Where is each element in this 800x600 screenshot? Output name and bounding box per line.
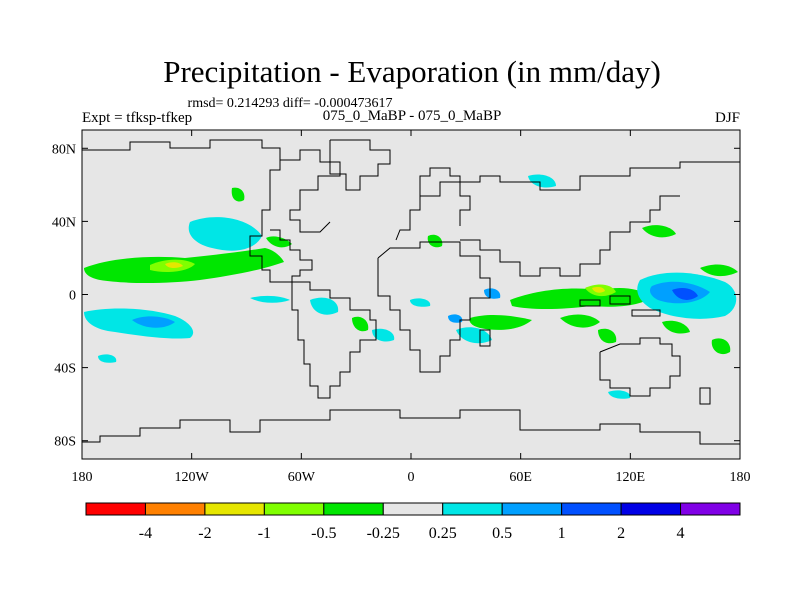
case-label: 075_0_MaBP - 075_0_MaBP bbox=[323, 108, 502, 124]
anomaly-patch bbox=[528, 174, 556, 188]
y-axis: 80N 40N 0 40S 80S bbox=[52, 142, 740, 450]
coastline-new-zealand bbox=[699, 387, 711, 405]
y-tick-label: 80S bbox=[54, 435, 76, 450]
stats-line: rmsd= 0.214293 diff= -0.000473617 bbox=[188, 96, 393, 111]
colorbar-label: -2 bbox=[198, 525, 211, 542]
coastline-madagascar bbox=[479, 329, 491, 347]
x-axis: 180 120W 60W 0 60E 120E 180 bbox=[72, 130, 751, 485]
anomaly-patch bbox=[448, 314, 463, 323]
colorbar-swatch bbox=[204, 502, 265, 516]
anomaly-contours bbox=[84, 174, 738, 399]
colorbar-label: 1 bbox=[558, 525, 566, 542]
colorbar-swatch bbox=[680, 502, 741, 516]
colorbar-label: 0.5 bbox=[492, 525, 512, 542]
anomaly-patch bbox=[608, 390, 631, 399]
anomaly-patch bbox=[598, 328, 617, 344]
anomaly-patch bbox=[456, 327, 492, 344]
anomaly-patch bbox=[662, 320, 690, 334]
colorbar-label: -4 bbox=[139, 525, 152, 542]
anomaly-patch bbox=[592, 287, 605, 293]
anomaly-patch bbox=[98, 354, 117, 363]
anomaly-patch bbox=[231, 187, 245, 202]
colorbar-swatch bbox=[561, 502, 622, 516]
anomaly-patch bbox=[672, 288, 698, 300]
x-tick-label: 60E bbox=[509, 470, 532, 485]
experiment-label: Expt = tfksp-tfkep bbox=[82, 110, 192, 126]
anomaly-patch bbox=[165, 262, 183, 269]
anomaly-patch bbox=[427, 234, 443, 248]
x-tick-label: 180 bbox=[72, 470, 93, 485]
y-tick-label: 40S bbox=[54, 362, 76, 377]
colorbar-swatch bbox=[323, 502, 384, 516]
anomaly-patch bbox=[132, 316, 175, 328]
colorbar-swatch bbox=[501, 502, 563, 516]
y-tick-label: 0 bbox=[69, 289, 76, 304]
anomaly-patch bbox=[266, 236, 292, 248]
colorbar-swatch bbox=[144, 502, 206, 516]
anomaly-patch bbox=[352, 316, 369, 332]
coastline-eurasia bbox=[395, 161, 740, 241]
colorbar-swatch bbox=[85, 502, 146, 516]
coastline-australia bbox=[599, 337, 681, 397]
anomaly-patch bbox=[700, 264, 738, 277]
x-tick-label: 60W bbox=[288, 470, 316, 485]
colorbar-label: -0.25 bbox=[367, 525, 400, 542]
anomaly-patch bbox=[310, 297, 339, 315]
colorbar-swatch bbox=[442, 502, 503, 516]
anomaly-patch bbox=[484, 288, 501, 299]
colorbar: -4 -2 -1 -0.5 -0.25 0.25 0.5 1 2 4 bbox=[85, 502, 741, 542]
anomaly-patch bbox=[711, 338, 731, 355]
x-tick-label: 0 bbox=[408, 470, 415, 485]
coastline-antarctica bbox=[82, 409, 740, 445]
coastline-indonesia bbox=[579, 295, 661, 317]
colorbar-label: 0.25 bbox=[429, 525, 457, 542]
coastline-greenland bbox=[329, 139, 391, 191]
anomaly-patch bbox=[560, 314, 600, 328]
coastline-africa bbox=[377, 241, 491, 373]
anomaly-patch bbox=[469, 314, 532, 330]
colorbar-label: -0.5 bbox=[311, 525, 336, 542]
plot-title: Precipitation - Evaporation (in mm/day) bbox=[163, 54, 661, 89]
colorbar-swatch bbox=[620, 502, 682, 516]
y-tick-label: 40N bbox=[52, 215, 76, 230]
season-label: DJF bbox=[715, 110, 740, 126]
anomaly-patch bbox=[188, 217, 262, 251]
coastlines bbox=[82, 139, 740, 445]
anomaly-patch bbox=[410, 298, 431, 307]
map-panel: 180 120W 60W 0 60E 120E 180 80N 40N 0 40S 80S bbox=[52, 129, 751, 485]
anomaly-patch bbox=[642, 225, 676, 238]
coastline-north-america bbox=[82, 139, 313, 283]
anomaly-patch bbox=[372, 328, 395, 342]
x-tick-label: 120E bbox=[616, 470, 646, 485]
colorbar-label: 4 bbox=[677, 525, 685, 542]
x-tick-label: 120W bbox=[175, 470, 210, 485]
colorbar-label: -1 bbox=[258, 525, 271, 542]
coastline-south-america bbox=[291, 281, 377, 399]
coastline-asia-south bbox=[460, 195, 680, 277]
colorbar-swatch bbox=[263, 502, 325, 516]
coastline-europe bbox=[419, 167, 471, 226]
anomaly-patch bbox=[250, 295, 290, 303]
colorbar-label: 2 bbox=[617, 525, 625, 542]
colorbar-swatch bbox=[382, 502, 444, 516]
x-tick-label: 180 bbox=[730, 470, 751, 485]
coastline-canada bbox=[280, 149, 341, 233]
y-tick-label: 80N bbox=[52, 142, 76, 157]
